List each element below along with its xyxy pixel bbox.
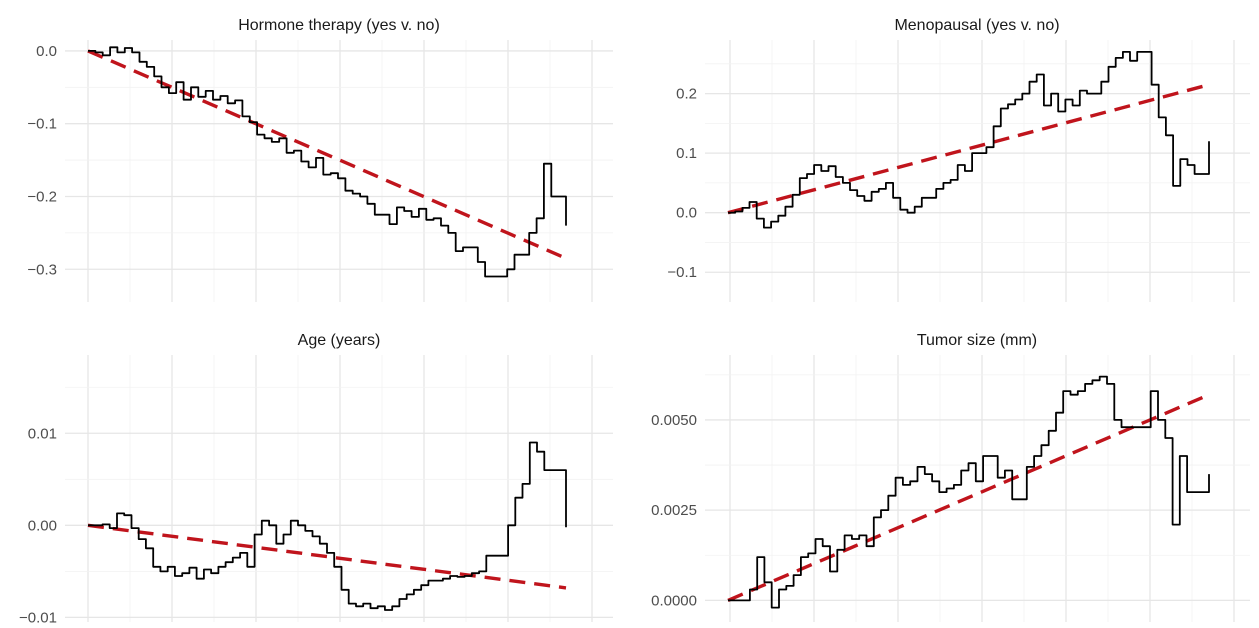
y-tick-label: 0.0 [676,205,697,222]
y-tick-label: 0.00 [28,517,57,534]
panel-title-tumor-size: Tumor size (mm) [917,332,1037,349]
y-ticks-hormone-therapy: 0.0 −0.1 −0.2 −0.3 [27,43,57,278]
panel-title-age: Age (years) [298,332,381,349]
grid-tumor-size [705,355,1250,622]
y-tick-label: 0.01 [28,425,57,442]
y-ticks-age: 0.01 0.00 −0.01 [19,425,57,626]
y-tick-label: −0.3 [27,261,57,278]
panel-menopausal: Menopausal (yes v. no) 0.2 0.1 0.0 −0.1 [667,17,1250,302]
y-tick-label: −0.2 [27,188,57,205]
observed-curve-age [88,441,567,611]
panel-title-menopausal: Menopausal (yes v. no) [894,17,1059,34]
grid-hormone-therapy [65,40,613,302]
panel-age: Age (years) 0.01 0.00 −0.01 [19,332,613,626]
y-ticks-tumor-size: 0.0050 0.0025 0.0000 [651,412,697,609]
fit-line-age [87,523,567,590]
y-tick-label: −0.1 [667,264,697,281]
grid-menopausal [705,40,1250,302]
observed-curve-tumor-size [728,375,1210,609]
fit-line-menopausal [727,83,1210,215]
panel-hormone-therapy: Hormone therapy (yes v. no) 0.0 −0.1 −0.… [27,17,613,302]
y-tick-label: 0.0050 [651,412,697,429]
observed-curve-menopausal [728,51,1210,229]
y-tick-label: 0.0025 [651,502,697,519]
panel-title-hormone-therapy: Hormone therapy (yes v. no) [238,17,440,34]
y-tick-label: −0.01 [19,609,57,626]
y-tick-label: 0.0000 [651,592,697,609]
grid-age [65,355,613,622]
y-tick-label: 0.2 [676,86,697,103]
y-tick-label: 0.1 [676,145,697,162]
fit-line-tumor-size [727,393,1210,602]
observed-curve-hormone-therapy [88,46,567,278]
y-ticks-menopausal: 0.2 0.1 0.0 −0.1 [667,86,697,282]
y-tick-label: −0.1 [27,116,57,133]
y-tick-label: 0.0 [36,43,57,60]
fit-line-hormone-therapy [87,49,567,260]
panel-tumor-size: Tumor size (mm) 0.0050 0.0025 0.0000 [651,332,1250,622]
